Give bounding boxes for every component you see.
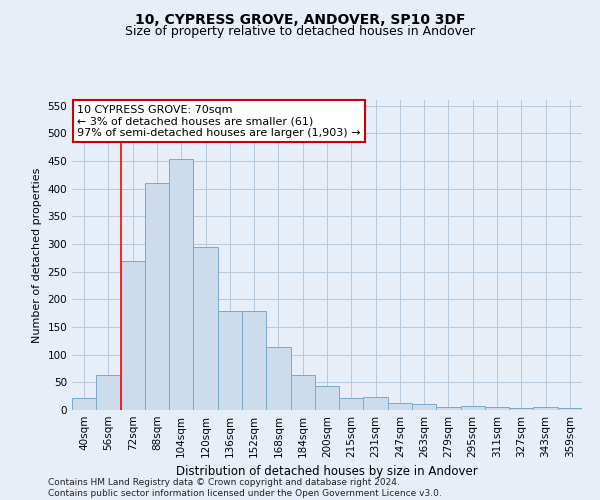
Bar — [290, 375, 315, 410]
Text: Size of property relative to detached houses in Andover: Size of property relative to detached ho… — [125, 25, 475, 38]
Bar — [96, 375, 121, 410]
Bar — [266, 348, 290, 410]
X-axis label: Distribution of detached houses by size in Andover: Distribution of detached houses by size … — [176, 466, 478, 478]
Bar — [315, 386, 339, 410]
Bar — [533, 407, 558, 410]
Bar — [242, 311, 266, 410]
Text: 10, CYPRESS GROVE, ANDOVER, SP10 3DF: 10, CYPRESS GROVE, ANDOVER, SP10 3DF — [135, 12, 465, 26]
Bar — [364, 398, 388, 410]
Bar — [436, 406, 461, 410]
Text: Contains HM Land Registry data © Crown copyright and database right 2024.
Contai: Contains HM Land Registry data © Crown c… — [48, 478, 442, 498]
Bar — [412, 404, 436, 410]
Bar — [218, 311, 242, 410]
Bar — [193, 246, 218, 410]
Bar — [72, 398, 96, 410]
Bar — [339, 398, 364, 410]
Bar — [509, 408, 533, 410]
Y-axis label: Number of detached properties: Number of detached properties — [32, 168, 42, 342]
Bar — [388, 403, 412, 410]
Bar — [169, 159, 193, 410]
Bar — [145, 183, 169, 410]
Bar — [485, 407, 509, 410]
Text: 10 CYPRESS GROVE: 70sqm
← 3% of detached houses are smaller (61)
97% of semi-det: 10 CYPRESS GROVE: 70sqm ← 3% of detached… — [77, 104, 361, 138]
Bar — [121, 260, 145, 410]
Bar — [558, 408, 582, 410]
Bar — [461, 406, 485, 410]
